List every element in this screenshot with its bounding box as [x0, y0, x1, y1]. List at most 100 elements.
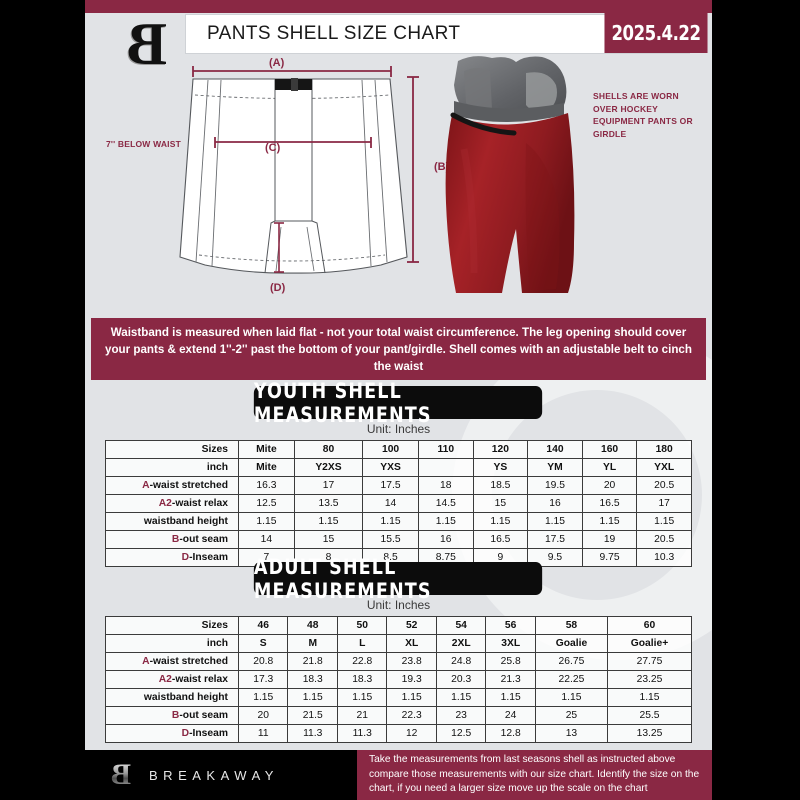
table-cell: 1.15 [485, 688, 536, 707]
table-cell: 12.5 [238, 494, 295, 513]
measure-key: A2 [158, 498, 172, 509]
product-photo [445, 56, 575, 293]
row-header: Sizes [105, 616, 239, 635]
table-cell: YL [581, 458, 638, 477]
table-cell: 1.15 [293, 512, 364, 531]
table-cell: 20.5 [636, 476, 692, 495]
table-cell: 19 [581, 530, 638, 549]
table-cell: 11.3 [287, 724, 338, 743]
row-header: waistband height [105, 688, 239, 707]
table-row: B-out seam 20 21.5 21 22.3 23 24 25 25.5 [105, 706, 693, 725]
footer-instructions: Take the measurements from last seasons … [357, 750, 712, 800]
table-cell: 20.5 [636, 530, 692, 549]
table-cell: 15 [293, 530, 364, 549]
dimension-label-c: (C) [265, 142, 281, 154]
breakaway-logo-icon-footer: B [111, 758, 132, 791]
adult-size-table: Sizes 46 48 50 52 54 56 58 60 inch S M L XL 2XL 3XL Goal… [105, 616, 693, 743]
table-cell: 12.8 [485, 724, 536, 743]
table-row: waistband height 1.15 1.15 1.15 1.15 1.15 1.15… [105, 688, 693, 707]
row-header: A2-waist relax [105, 494, 239, 513]
table-cell: 2XL [435, 634, 487, 653]
measure-key: A2 [158, 674, 172, 685]
table-cell: 21 [336, 706, 388, 725]
row-header: B-out seam [105, 530, 239, 549]
table-cell: S [237, 634, 289, 653]
dimension-label-a: (A) [269, 57, 285, 69]
measure-key: D [181, 552, 190, 563]
table-cell: 13.5 [293, 494, 364, 513]
table-cell: 24.8 [435, 652, 487, 671]
table-cell: 1.15 [386, 688, 437, 707]
page-header: B PANTS SHELL SIZE CHART 2025.4.22 [85, 11, 712, 77]
table-cell: YXS [362, 458, 419, 477]
table-cell: 100 [362, 440, 419, 459]
date-badge: 2025.4.22 [604, 13, 708, 53]
pants-technical-drawing [179, 66, 419, 274]
table-cell: 22.8 [336, 652, 388, 671]
table-cell: 14 [238, 530, 295, 549]
waist-note-label: 7'' BELOW WAIST [105, 139, 181, 149]
table-cell: Mite [238, 440, 295, 459]
row-header: D-Inseam [105, 724, 239, 743]
table-row: A2-waist relax 17.3 18.3 18.3 19.3 20.3 21.3 22… [105, 670, 693, 689]
table-cell: 16.3 [238, 476, 295, 495]
table-cell: 120 [472, 440, 529, 459]
table-cell: L [336, 634, 388, 653]
table-cell: 1.15 [527, 512, 583, 531]
table-cell: 15 [472, 494, 529, 513]
row-header: D-Inseam [105, 548, 239, 567]
table-cell: 11.3 [336, 724, 388, 743]
table-row: A-waist stretched 20.8 21.8 22.8 23.8 24.8 25.… [105, 652, 693, 671]
table-row: Sizes 46 48 50 52 54 56 58 60 [105, 616, 693, 635]
table-cell: 1.15 [472, 512, 529, 531]
table-cell: 1.15 [581, 512, 638, 531]
table-cell: 15.5 [362, 530, 419, 549]
table-cell: 1.15 [435, 688, 487, 707]
table-cell: 54 [435, 616, 487, 635]
table-row: waistband height 1.15 1.15 1.15 1.15 1.15 1.15… [105, 512, 692, 531]
table-cell: 1.15 [606, 688, 693, 707]
table-cell: 17.5 [527, 530, 583, 549]
section-title-youth: YOUTH SHELL MEASUREMENTS [253, 379, 543, 427]
brand-name: BREAKAWAY [149, 767, 279, 783]
row-header: inch [105, 458, 239, 477]
youth-size-table: Sizes Mite 80 100 110 120 140 160 180 inch Mite Y2X… [105, 440, 692, 567]
row-header: A-waist stretched [105, 476, 239, 495]
table-cell: 22.3 [386, 706, 437, 725]
table-cell: 23.25 [606, 670, 693, 689]
table-cell: 27.75 [606, 652, 693, 671]
table-cell: 18.3 [287, 670, 338, 689]
table-row: inch Mite Y2XS YXS YS YM YL YXL [105, 458, 692, 477]
table-cell: 1.15 [238, 512, 295, 531]
table-cell: 19.3 [386, 670, 437, 689]
table-cell: 140 [527, 440, 583, 459]
table-cell: 48 [287, 616, 338, 635]
table-cell: 3XL [485, 634, 536, 653]
table-row: A2-waist relax 12.5 13.5 14 14.5 15 16 16.5 17 [105, 494, 692, 513]
table-cell: YXL [636, 458, 692, 477]
table-cell: 20 [581, 476, 638, 495]
table-row: B-out seam 14 15 15.5 16 16.5 17.5 19 20.5 [105, 530, 692, 549]
table-cell: 18.3 [336, 670, 388, 689]
table-cell: 18 [417, 476, 474, 495]
table-cell: 1.15 [417, 512, 474, 531]
top-accent-strip [85, 0, 712, 13]
table-cell: XL [386, 634, 437, 653]
table-cell: YS [472, 458, 529, 477]
unit-label-adult: Unit: Inches [366, 598, 431, 612]
table-cell: 1.15 [237, 688, 289, 707]
row-header: B-out seam [105, 706, 239, 725]
diagram-area: 7'' BELOW WAIST SHELLS ARE WORN OVER HOC… [85, 56, 712, 315]
row-header: A2-waist relax [105, 670, 239, 689]
table-cell: 160 [581, 440, 638, 459]
table-cell: 22.25 [534, 670, 608, 689]
page-title: PANTS SHELL SIZE CHART [207, 23, 461, 44]
table-cell: 1.15 [636, 512, 692, 531]
table-cell: YM [527, 458, 583, 477]
table-cell: Mite [238, 458, 295, 477]
table-cell: 20.3 [435, 670, 487, 689]
measure-key: B [171, 534, 180, 545]
table-cell: 21.8 [287, 652, 338, 671]
table-row: D-Inseam 11 11.3 11.3 12 12.5 12.8 13 13.25 [105, 724, 693, 743]
